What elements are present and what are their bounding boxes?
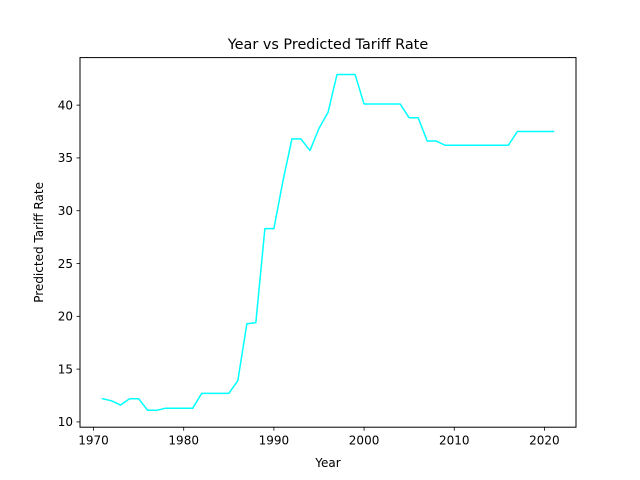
x-tick-label-1980: 1980 xyxy=(168,434,199,448)
y-axis-ticks: 10 15 20 25 30 35 40 xyxy=(58,98,80,429)
y-tick-label-10: 10 xyxy=(58,415,73,429)
chart-title: Year vs Predicted Tariff Rate xyxy=(227,37,429,53)
x-axis-label: Year xyxy=(314,456,340,470)
y-tick-label-30: 30 xyxy=(58,204,73,218)
y-axis-label: Predicted Tariff Rate xyxy=(32,182,46,303)
x-tick-label-2010: 2010 xyxy=(439,434,470,448)
x-tick-label-2020: 2020 xyxy=(529,434,560,448)
x-tick-label-1990: 1990 xyxy=(259,434,290,448)
y-tick-label-15: 15 xyxy=(58,362,73,376)
series-layer xyxy=(101,73,555,412)
y-tick-label-40: 40 xyxy=(58,98,73,112)
x-axis-ticks: 1970 1980 1990 2000 2010 2020 xyxy=(78,427,560,448)
x-tick-label-2000: 2000 xyxy=(349,434,380,448)
plot-frame xyxy=(79,57,577,428)
x-tick-label-1970: 1970 xyxy=(78,434,109,448)
y-tick-label-25: 25 xyxy=(58,257,73,271)
series-line-0 xyxy=(101,73,555,412)
y-tick-label-20: 20 xyxy=(58,310,73,324)
y-tick-label-35: 35 xyxy=(58,151,73,165)
